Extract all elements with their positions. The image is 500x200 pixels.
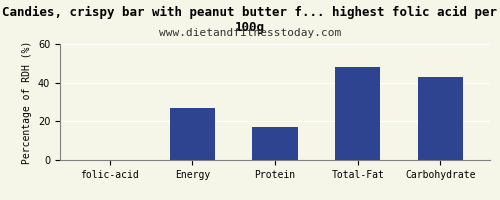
Bar	[418, 77, 463, 160]
Text: www.dietandfitnesstoday.com: www.dietandfitnesstoday.com	[159, 28, 341, 38]
Bar	[335, 67, 380, 160]
Y-axis label: Percentage of RDH (%): Percentage of RDH (%)	[22, 40, 32, 164]
Bar	[170, 108, 215, 160]
Bar	[252, 127, 298, 160]
Text: Candies, crispy bar with peanut butter f... highest folic acid per 100g: Candies, crispy bar with peanut butter f…	[2, 6, 498, 34]
